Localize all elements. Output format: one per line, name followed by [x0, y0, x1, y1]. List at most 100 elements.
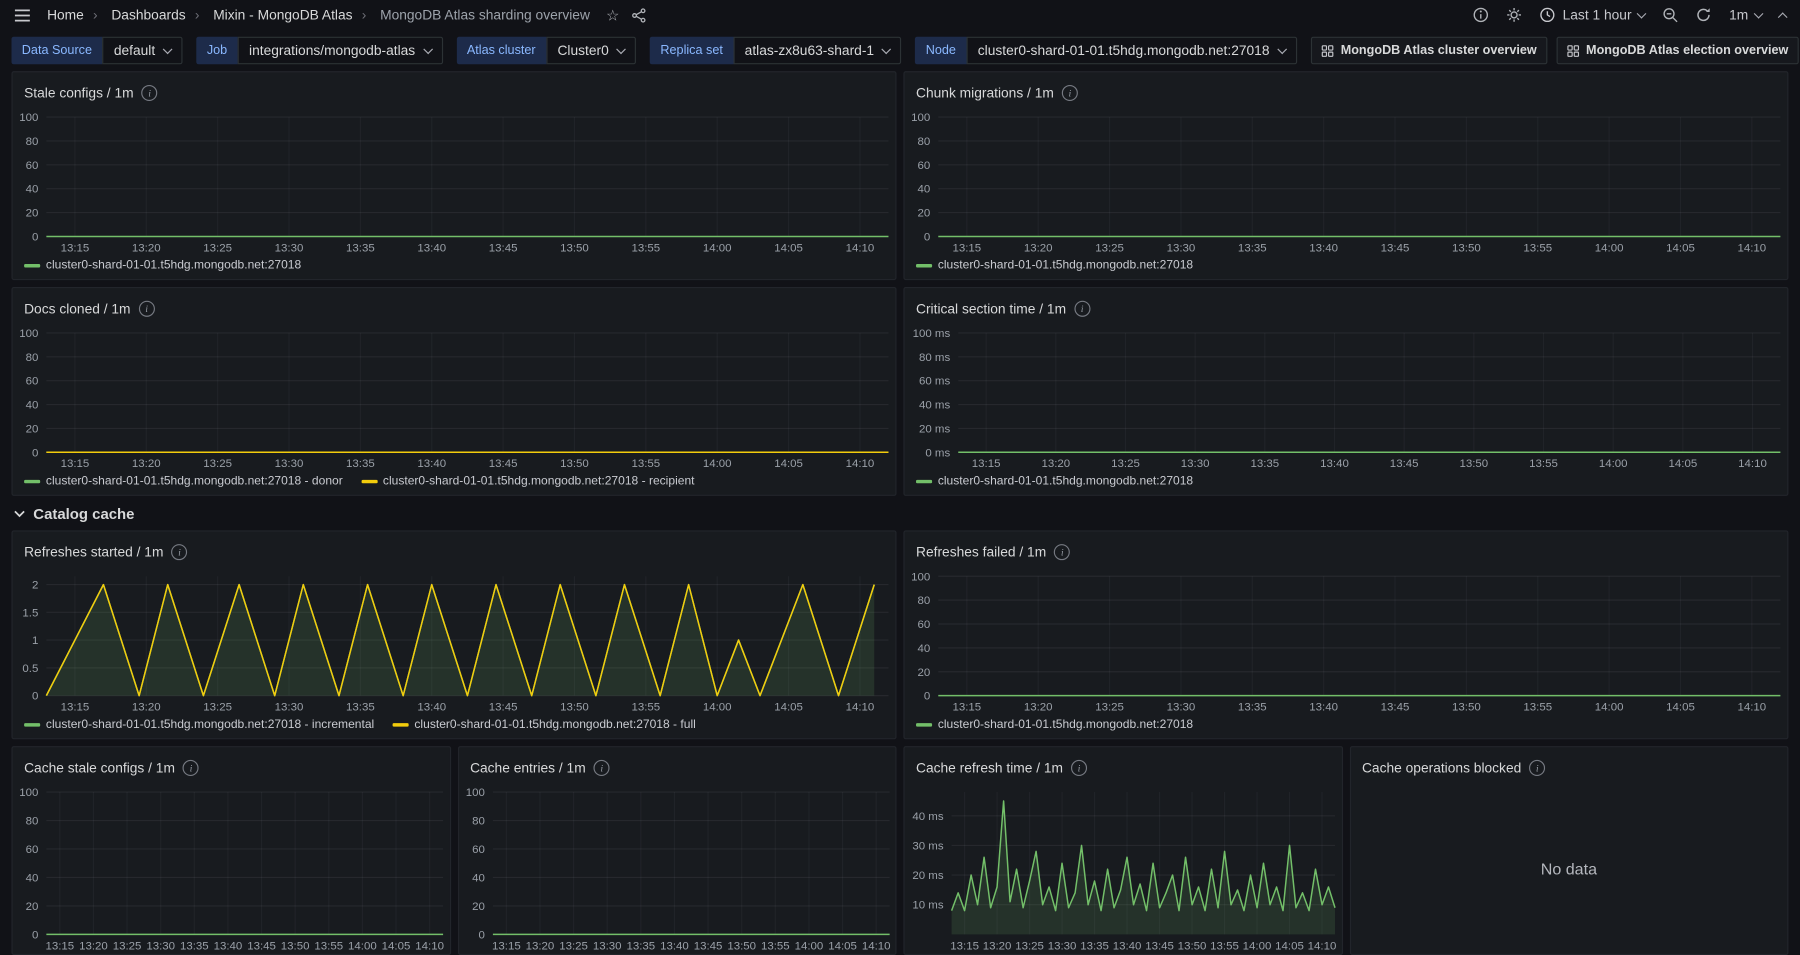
panel-cache-operations-blocked: Cache operations blocked i No data	[1349, 746, 1789, 955]
svg-text:40 ms: 40 ms	[912, 811, 943, 823]
panel-info-icon[interactable]: i	[1074, 300, 1091, 317]
dashboard-link-cluster-overview[interactable]: MongoDB Atlas cluster overview	[1310, 36, 1548, 65]
dashboard-settings-button[interactable]	[1506, 7, 1522, 23]
panel-title: Cache stale configs / 1m	[24, 759, 175, 776]
legend-item[interactable]: cluster0-shard-01-01.t5hdg.mongodb.net:2…	[916, 717, 1193, 731]
svg-text:60: 60	[26, 844, 39, 856]
svg-text:14:10: 14:10	[1308, 940, 1337, 952]
svg-text:14:10: 14:10	[415, 940, 444, 952]
legend-item[interactable]: cluster0-shard-01-01.t5hdg.mongodb.net:2…	[24, 474, 343, 488]
svg-text:13:25: 13:25	[1015, 940, 1044, 952]
svg-text:13:20: 13:20	[525, 940, 554, 952]
panel-info-icon[interactable]: i	[141, 84, 158, 102]
panel-info-icon[interactable]: i	[1061, 84, 1078, 102]
legend-item[interactable]: cluster0-shard-01-01.t5hdg.mongodb.net:2…	[392, 717, 696, 731]
panel-header[interactable]: Refreshes started / 1m i	[13, 531, 896, 567]
svg-text:13:40: 13:40	[1320, 458, 1349, 470]
svg-text:13:15: 13:15	[952, 242, 981, 254]
panel-header[interactable]: Chunk migrations / 1m i	[905, 72, 1788, 108]
atlas-cluster-select[interactable]: Cluster0	[545, 36, 637, 65]
panel-header[interactable]: Cache entries / 1m i	[459, 747, 896, 783]
time-series-chart[interactable]: 13:15 13:20 13:25 13:30 13:35 13:40 13:45 13:50…	[13, 783, 450, 954]
svg-text:13:25: 13:25	[203, 242, 232, 254]
panel-info-icon[interactable]: i	[171, 544, 188, 561]
panel-header[interactable]: Critical section time / 1m i	[905, 288, 1788, 324]
svg-text:100: 100	[19, 112, 38, 124]
svg-text:80: 80	[917, 136, 930, 148]
panel-info-icon[interactable]: i	[593, 759, 610, 776]
svg-text:13:30: 13:30	[592, 940, 621, 952]
svg-text:100 ms: 100 ms	[913, 328, 951, 340]
favorite-star-button[interactable]: ☆	[606, 7, 619, 22]
panel-header[interactable]: Cache refresh time / 1m i	[905, 747, 1342, 783]
svg-text:20: 20	[26, 208, 39, 220]
panel-header[interactable]: Docs cloned / 1m i	[13, 288, 896, 324]
svg-text:40: 40	[472, 872, 485, 884]
time-series-chart[interactable]: 13:15 13:20 13:25 13:30 13:35 13:40 13:45 13:50…	[905, 567, 1788, 715]
chevron-down-icon	[422, 43, 433, 54]
time-range-picker[interactable]: Last 1 hour	[1540, 6, 1647, 23]
breadcrumb-item-dashboards[interactable]: Dashboards	[93, 7, 190, 23]
svg-text:0.5: 0.5	[22, 663, 38, 675]
panel-header[interactable]: Cache operations blocked i	[1351, 747, 1788, 783]
svg-text:13:20: 13:20	[1024, 702, 1053, 714]
no-data-chart[interactable]: No data	[1351, 783, 1788, 954]
time-series-chart[interactable]: 13:15 13:20 13:25 13:30 13:35 13:40 13:45 13:50…	[13, 108, 896, 256]
panel-info-icon[interactable]: i	[1529, 759, 1546, 776]
svg-text:13:55: 13:55	[1529, 458, 1558, 470]
time-series-chart[interactable]: 13:15 13:20 13:25 13:30 13:35 13:40 13:45 13:50…	[905, 108, 1788, 256]
hamburger-icon	[14, 8, 30, 21]
time-range-label: Last 1 hour	[1562, 6, 1632, 23]
panel-info-icon[interactable]: i	[138, 300, 155, 317]
refresh-button[interactable]	[1696, 7, 1712, 23]
panel-info-icon[interactable]: i	[182, 759, 200, 776]
legend-item[interactable]: cluster0-shard-01-01.t5hdg.mongodb.net:2…	[24, 717, 374, 731]
row-header-catalog-cache[interactable]: Catalog cache	[11, 503, 1788, 524]
panel-cache-refresh-time: Cache refresh time / 1m i 13:15 13:20 13:2…	[903, 746, 1343, 955]
svg-text:14:00: 14:00	[794, 940, 823, 952]
legend-series-label: cluster0-shard-01-01.t5hdg.mongodb.net:2…	[45, 717, 375, 732]
chevron-up-icon	[1777, 11, 1788, 22]
breadcrumb-item-home[interactable]: Home	[47, 6, 84, 23]
breadcrumb-item-folder[interactable]: Mixin - MongoDB Atlas	[195, 7, 357, 23]
menu-toggle-button[interactable]	[14, 7, 31, 22]
time-series-chart[interactable]: 13:15 13:20 13:25 13:30 13:35 13:40 13:45 13:50…	[905, 783, 1342, 954]
legend-item[interactable]: cluster0-shard-01-01.t5hdg.mongodb.net:2…	[916, 258, 1193, 272]
svg-text:80: 80	[26, 136, 39, 148]
legend-series-marker	[24, 263, 41, 267]
svg-text:13:25: 13:25	[113, 940, 142, 952]
svg-text:13:30: 13:30	[1181, 458, 1210, 470]
chevron-down-icon	[14, 510, 25, 517]
panel-info-icon[interactable]: i	[1071, 759, 1088, 776]
dashboard-link-election-overview[interactable]: MongoDB Atlas election overview	[1556, 36, 1799, 65]
time-series-chart[interactable]: 13:15 13:20 13:25 13:30 13:35 13:40 13:45 13:50…	[13, 324, 896, 472]
job-select[interactable]: integrations/mongodb-atlas	[237, 36, 443, 65]
svg-text:13:55: 13:55	[631, 458, 660, 470]
legend-item[interactable]: cluster0-shard-01-01.t5hdg.mongodb.net:2…	[24, 258, 301, 272]
zoom-out-icon	[1663, 8, 1678, 23]
panel-info-icon[interactable]: i	[1054, 544, 1071, 561]
time-series-chart[interactable]: 13:15 13:20 13:25 13:30 13:35 13:40 13:45 13:50…	[13, 567, 896, 715]
collapse-topbar-button[interactable]	[1777, 10, 1788, 22]
svg-text:80: 80	[26, 816, 39, 828]
refresh-interval-dropdown[interactable]: 1m	[1729, 7, 1764, 23]
time-series-chart[interactable]: 13:15 13:20 13:25 13:30 13:35 13:40 13:45 13:50…	[905, 324, 1788, 472]
legend-item[interactable]: cluster0-shard-01-01.t5hdg.mongodb.net:2…	[916, 474, 1193, 488]
replica-set-select[interactable]: atlas-zx8u63-shard-1	[733, 36, 902, 65]
node-select[interactable]: cluster0-shard-01-01.t5hdg.mongodb.net:2…	[966, 36, 1298, 65]
svg-text:13:45: 13:45	[1381, 702, 1410, 714]
panel-info-button[interactable]	[1473, 7, 1489, 23]
panel-header[interactable]: Cache stale configs / 1m i	[13, 747, 450, 783]
variable-value: atlas-zx8u63-shard-1	[744, 42, 875, 59]
share-button[interactable]	[631, 7, 646, 23]
data-source-select[interactable]: default	[102, 36, 183, 65]
time-series-chart[interactable]: 13:15 13:20 13:25 13:30 13:35 13:40 13:45 13:50…	[459, 783, 896, 954]
panel-stale-configs: Stale configs / 1m i 13:15 13:20 13:25 13:3…	[11, 71, 897, 281]
svg-text:0: 0	[32, 231, 38, 243]
panel-header[interactable]: Refreshes failed / 1m i	[905, 531, 1788, 567]
svg-text:13:35: 13:35	[1238, 702, 1267, 714]
legend-item[interactable]: cluster0-shard-01-01.t5hdg.mongodb.net:2…	[361, 474, 694, 488]
zoom-out-button[interactable]	[1663, 7, 1679, 23]
svg-text:100: 100	[19, 328, 38, 340]
panel-header[interactable]: Stale configs / 1m i	[13, 72, 896, 108]
